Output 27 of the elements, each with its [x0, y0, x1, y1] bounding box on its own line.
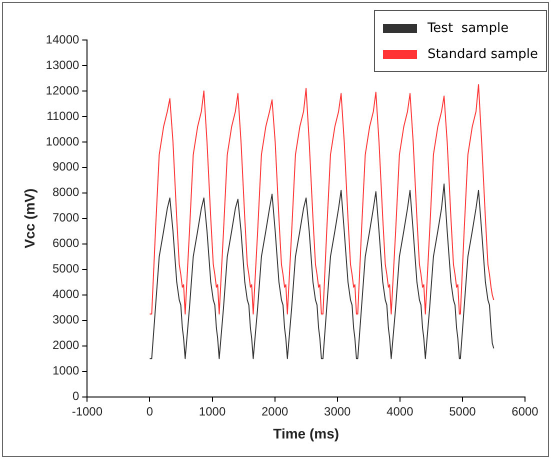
- legend-label: Test sample: [427, 20, 509, 36]
- y-tick-label: 10000: [46, 134, 80, 148]
- x-tick-label: 1000: [198, 404, 226, 418]
- x-tick-label: 4000: [386, 404, 414, 418]
- y-tick-label: 4000: [52, 287, 80, 302]
- y-tick-label: 11000: [46, 108, 80, 123]
- y-tick-label: 7000: [52, 210, 80, 225]
- y-tick-label: 2000: [52, 338, 80, 352]
- y-tick-label: 1000: [52, 364, 80, 378]
- x-tick-label: 6000: [512, 404, 539, 418]
- y-tick-label: 0: [72, 389, 80, 404]
- x-axis-title: Time (ms): [273, 425, 340, 442]
- x-tick-label: -1000: [72, 404, 103, 418]
- y-tick-label: 9000: [52, 160, 80, 174]
- y-axis-title: Vcc (mV): [21, 188, 38, 248]
- x-tick-label: 5000: [449, 404, 476, 418]
- y-tick-label: 5000: [52, 262, 80, 276]
- x-tick-label: 3000: [324, 404, 352, 418]
- x-tick-label: 2000: [261, 404, 288, 418]
- legend-label: Standard sample: [427, 46, 538, 62]
- y-tick-label: 13000: [46, 58, 80, 72]
- y-tick-label: 14000: [46, 32, 80, 46]
- y-tick-label: 6000: [52, 236, 80, 250]
- y-tick-label: 12000: [46, 83, 80, 98]
- y-tick-label: 8000: [52, 185, 80, 200]
- x-tick-label: 0: [146, 404, 154, 418]
- y-tick-label: 3000: [52, 312, 80, 327]
